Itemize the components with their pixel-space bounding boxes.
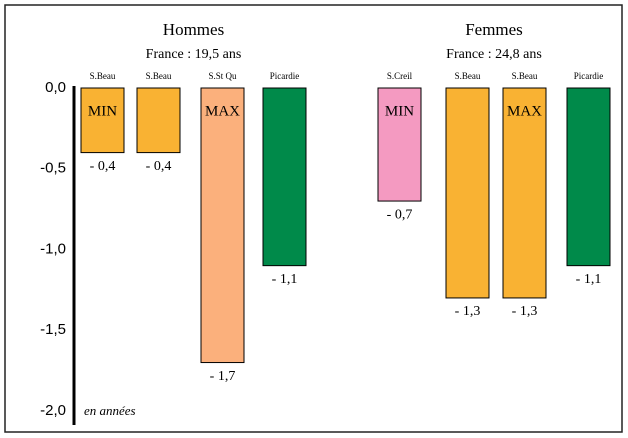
bar	[200, 87, 245, 364]
y-tick-label: -0,5	[40, 160, 66, 177]
category-label: S.Beau	[146, 71, 172, 81]
value-label: - 1,1	[576, 272, 602, 287]
bar-tag: MIN	[88, 103, 117, 119]
category-label: S.St Qu	[208, 71, 237, 81]
category-label: S.Creil	[387, 71, 413, 81]
value-label: - 0,7	[387, 207, 413, 222]
group-title: Femmes	[465, 20, 523, 39]
bar	[566, 87, 611, 267]
bar-tag: MAX	[507, 103, 542, 119]
y-tick-label: -1,0	[40, 240, 66, 257]
bar	[262, 87, 307, 267]
bar	[502, 87, 547, 299]
value-label: - 1,7	[210, 369, 236, 384]
unit-note: en années	[84, 403, 136, 418]
bar	[136, 87, 181, 154]
category-label: Picardie	[270, 71, 300, 81]
bar	[377, 87, 422, 202]
category-label: Picardie	[574, 71, 604, 81]
value-label: - 0,4	[146, 159, 172, 174]
y-tick-label: -1,5	[40, 321, 66, 338]
group-subtitle: France : 24,8 ans	[446, 47, 542, 62]
value-label: - 1,1	[272, 272, 298, 287]
bar	[80, 87, 125, 154]
bar-tag: MIN	[385, 103, 414, 119]
y-tick-label: -2,0	[40, 402, 66, 419]
group-subtitle: France : 19,5 ans	[146, 47, 242, 62]
bar	[445, 87, 490, 299]
category-label: S.Beau	[512, 71, 538, 81]
bar-tag: MAX	[205, 103, 240, 119]
value-label: - 0,4	[90, 159, 116, 174]
group-title: Hommes	[163, 20, 224, 39]
category-label: S.Beau	[455, 71, 481, 81]
value-label: - 1,3	[512, 304, 538, 319]
category-label: S.Beau	[90, 71, 116, 81]
value-label: - 1,3	[455, 304, 481, 319]
y-tick-label: 0,0	[45, 79, 66, 96]
